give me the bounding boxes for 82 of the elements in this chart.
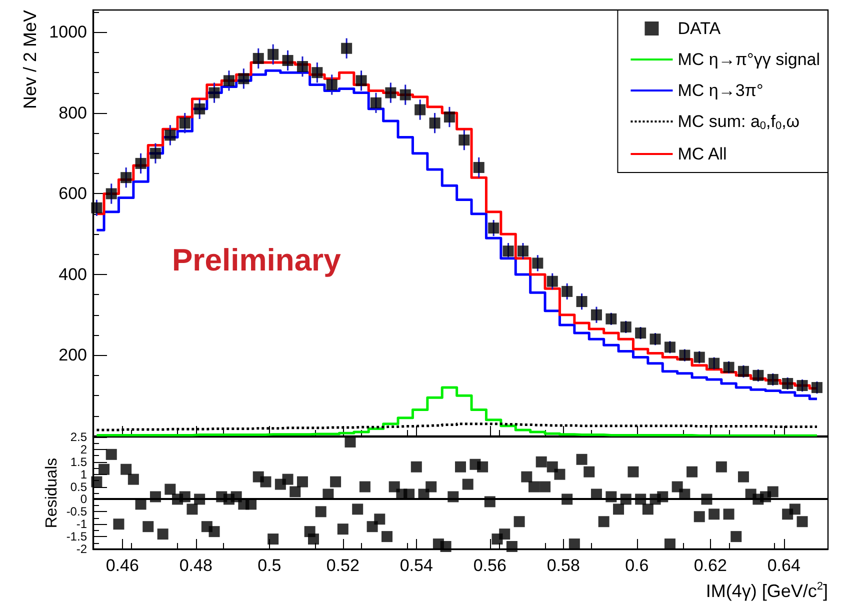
- point: [296, 61, 308, 72]
- point: [679, 350, 690, 361]
- point: [312, 67, 323, 78]
- point: [811, 382, 822, 394]
- point: [356, 75, 367, 86]
- point: [223, 75, 234, 86]
- point: [164, 130, 176, 141]
- y-tick-label: 0.5: [70, 480, 88, 494]
- y-tick-label: 600: [58, 184, 87, 204]
- point: [576, 296, 588, 308]
- point: [664, 342, 676, 353]
- point: [796, 380, 808, 392]
- legend-label: MC η→3π°: [678, 81, 764, 100]
- point: [606, 313, 617, 324]
- y-tick-label: -1: [76, 517, 88, 532]
- x-tick-label: 0.5: [258, 556, 282, 575]
- point: [752, 370, 764, 381]
- y-tick-label: -1.5: [66, 530, 88, 544]
- y-tick-label: 0: [80, 492, 88, 506]
- point: [179, 118, 190, 129]
- y-tick-label: -0.5: [66, 504, 88, 519]
- y-axis-title: Residuals: [44, 458, 60, 528]
- point: [458, 134, 470, 146]
- y-tick-label: 1.5: [70, 454, 88, 469]
- point: [546, 276, 558, 287]
- point: [444, 112, 455, 123]
- point: [135, 158, 146, 169]
- point: [650, 334, 661, 345]
- x-tick-label: 0.54: [400, 556, 433, 575]
- point: [91, 202, 102, 214]
- x-tick-label: 0.46: [106, 556, 139, 575]
- x-tick-label: 0.48: [179, 556, 212, 575]
- y-tick-label: 800: [58, 103, 87, 122]
- point: [208, 87, 220, 98]
- point: [590, 309, 602, 320]
- point: [562, 286, 573, 297]
- point: [400, 89, 411, 100]
- x-tick-label: 0.56: [473, 556, 506, 575]
- legend-label: DATA: [678, 19, 722, 38]
- point: [517, 246, 528, 257]
- y-tick-label: 1: [80, 467, 88, 482]
- point: [370, 97, 382, 108]
- point: [620, 321, 632, 332]
- y-axis-title: Nev / 2 MeV: [20, 10, 40, 110]
- legend-label: MC η→π°γγ signal: [678, 50, 820, 69]
- y-tick-label: -2: [76, 542, 88, 556]
- x-tick-label: 0.52: [326, 556, 360, 575]
- legend-label: MC All: [678, 144, 727, 164]
- x-tick-label: 0.6: [625, 556, 649, 575]
- point: [194, 103, 206, 114]
- point: [106, 188, 117, 200]
- y-tick-label: 400: [58, 264, 87, 284]
- point: [635, 328, 646, 339]
- point: [723, 362, 734, 373]
- point: [120, 172, 132, 184]
- y-tick-label: 1000: [49, 22, 87, 42]
- point: [473, 162, 484, 173]
- y-tick-label: 2.5: [70, 430, 88, 444]
- point: [767, 374, 778, 385]
- x-tick-label: 0.58: [546, 556, 580, 575]
- x-tick-label: 0.64: [767, 556, 800, 575]
- y-tick-label: 2: [80, 442, 88, 456]
- y-tick-label: 200: [58, 346, 87, 365]
- point: [268, 48, 279, 60]
- point: [708, 358, 720, 369]
- point: [238, 73, 250, 84]
- point: [694, 352, 705, 363]
- annotation: Preliminary: [172, 242, 342, 278]
- point: [150, 148, 161, 159]
- point: [326, 79, 338, 90]
- point: [252, 52, 264, 64]
- point: [341, 42, 352, 54]
- point: [414, 104, 426, 116]
- point: [532, 258, 544, 269]
- point: [488, 222, 500, 234]
- point: [429, 118, 440, 129]
- point: [782, 378, 794, 390]
- point: [385, 87, 396, 98]
- x-tick-label: 0.62: [694, 556, 727, 575]
- point: [738, 366, 749, 377]
- point: [502, 246, 514, 257]
- point: [282, 54, 294, 66]
